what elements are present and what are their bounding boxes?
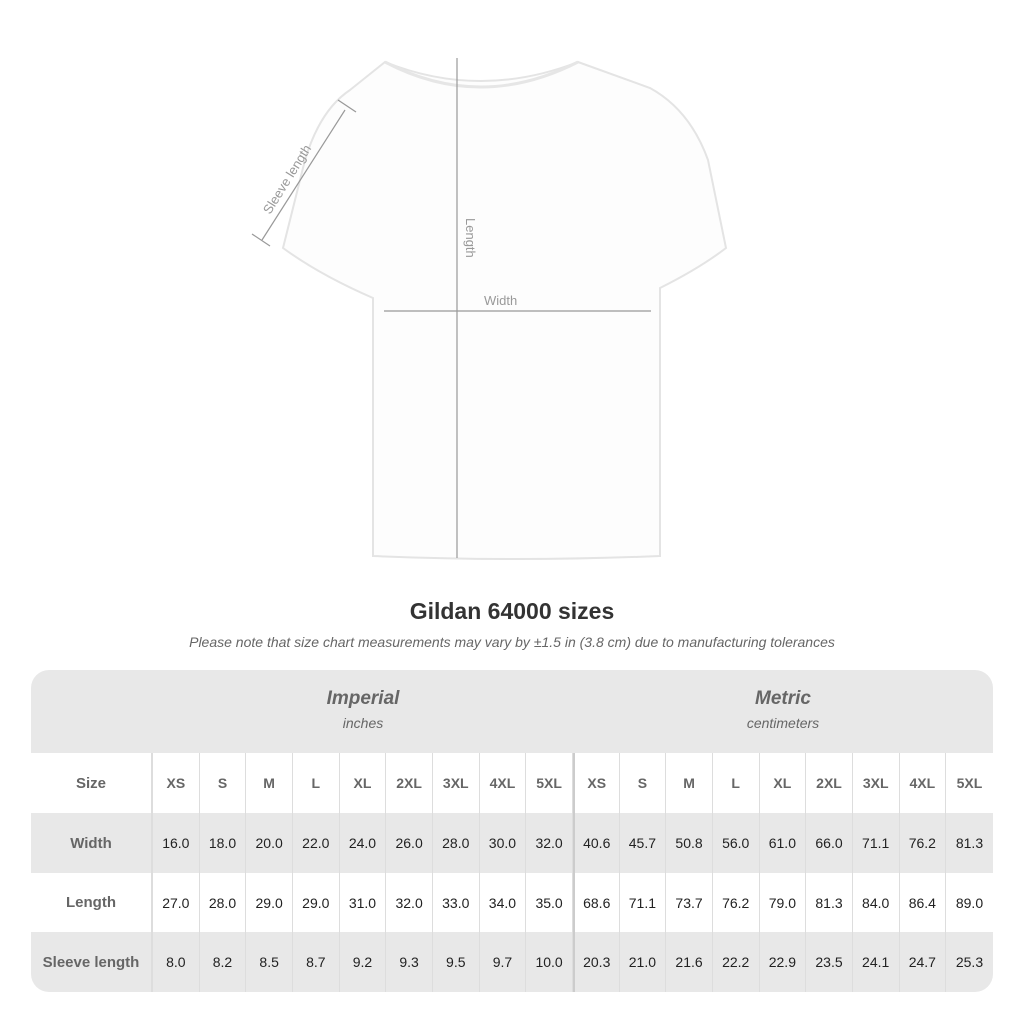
size-header-cell: XL xyxy=(760,753,807,813)
size-header-cell: 2XL xyxy=(386,753,433,813)
value-cell: 10.0 xyxy=(526,932,573,992)
size-header-cell: 2XL xyxy=(806,753,853,813)
value-cell: 25.3 xyxy=(955,954,984,970)
value-cell: 79.0 xyxy=(760,873,807,932)
value-cell: 28.0 xyxy=(433,813,480,873)
table-row: Width 16.0 18.0 20.0 22.0 24.0 26.0 28.0 30.0 32.… xyxy=(31,813,993,873)
size-header-cell: M xyxy=(666,753,713,813)
size-header-cell: XS xyxy=(153,753,200,813)
value-cell: 8.0 xyxy=(153,932,200,992)
value-cell: 66.0 xyxy=(806,813,853,873)
value-cell: 16.0 xyxy=(153,813,200,873)
value-cell: 40.6 xyxy=(572,813,620,873)
value-cell: 84.0 xyxy=(853,873,900,932)
size-header-cell: XS xyxy=(572,753,620,813)
value-cell: 20.3 xyxy=(572,932,620,992)
value-cell: 81.3 xyxy=(806,873,853,932)
size-header-cell: 5XL xyxy=(956,775,983,791)
value-cell: 61.0 xyxy=(760,813,807,873)
value-cell: 89.0 xyxy=(955,894,984,911)
value-cell: 24.0 xyxy=(340,813,387,873)
value-cell: 29.0 xyxy=(246,873,293,932)
value-cell: 73.7 xyxy=(666,873,713,932)
tshirt-diagram: Sleeve length Length Width xyxy=(251,58,728,560)
size-header-cell: 4XL xyxy=(480,753,527,813)
value-cell: 45.7 xyxy=(620,813,667,873)
value-cell: 30.0 xyxy=(480,813,527,873)
value-cell: 34.0 xyxy=(480,873,527,932)
value-cell: 21.6 xyxy=(666,932,713,992)
value-cell: 9.5 xyxy=(433,932,480,992)
value-cell: 8.2 xyxy=(200,932,247,992)
value-cell: 20.0 xyxy=(246,813,293,873)
size-header-cell: S xyxy=(620,753,667,813)
sleeve-line xyxy=(261,109,346,241)
value-cell: 24.1 xyxy=(853,932,900,992)
value-cell: 68.6 xyxy=(572,873,620,932)
value-cell: 22.0 xyxy=(293,813,340,873)
value-cell: 56.0 xyxy=(713,813,760,873)
value-cell: 32.0 xyxy=(526,813,573,873)
value-cell: 71.1 xyxy=(620,873,667,932)
value-cell: 35.0 xyxy=(526,873,573,932)
table-row: Sleeve length 8.0 8.2 8.5 8.7 9.2 9.3 9.5 9.7 10.… xyxy=(31,932,993,992)
value-cell: 27.0 xyxy=(153,873,200,932)
value-cell: 26.0 xyxy=(386,813,433,873)
page-title: Gildan 64000 sizes xyxy=(409,598,615,624)
tolerance-note: Please note that size chart measurements… xyxy=(189,634,835,650)
value-cell: 9.3 xyxy=(386,932,433,992)
size-header-row: Size XS S M L XL 2XL 3XL 4XL 5XL XS S M L XL 2XL 3XL 4XL 5… xyxy=(31,753,993,813)
size-header-cell: XL xyxy=(340,753,387,813)
size-header-cell: S xyxy=(200,753,247,813)
row-label: Size xyxy=(31,753,153,813)
size-table: Imperial inches Metric centimeters Size X… xyxy=(31,670,993,992)
table-row: Length 27.0 28.0 29.0 29.0 31.0 32.0 33.0 34.0 35… xyxy=(31,873,993,932)
size-header-cell: 4XL xyxy=(900,753,947,813)
value-cell: 86.4 xyxy=(900,873,947,932)
row-label: Length xyxy=(31,873,153,932)
value-cell: 71.1 xyxy=(853,813,900,873)
metric-header: Metric centimeters xyxy=(573,670,993,753)
value-cell: 28.0 xyxy=(200,873,247,932)
value-cell: 24.7 xyxy=(900,932,947,992)
size-header-cell: 3XL xyxy=(433,753,480,813)
row-label: Width xyxy=(31,813,153,873)
value-cell: 8.5 xyxy=(246,932,293,992)
imperial-header: Imperial inches xyxy=(153,670,573,753)
value-cell: 81.3 xyxy=(955,835,984,851)
value-cell: 8.7 xyxy=(293,932,340,992)
length-label: Length xyxy=(463,218,478,258)
value-cell: 9.2 xyxy=(340,932,387,992)
imperial-unit: inches xyxy=(342,715,384,731)
value-cell: 23.5 xyxy=(806,932,853,992)
value-cell: 33.0 xyxy=(433,873,480,932)
value-cell: 18.0 xyxy=(200,813,247,873)
value-cell: 22.2 xyxy=(713,932,760,992)
row-label: Sleeve length xyxy=(31,932,153,992)
size-header-cell: L xyxy=(293,753,340,813)
width-label: Width xyxy=(484,293,517,308)
value-cell: 9.7 xyxy=(480,932,527,992)
metric-title: Metric xyxy=(755,688,811,709)
size-header-cell: M xyxy=(246,753,293,813)
metric-unit: centimeters xyxy=(746,715,820,731)
value-cell: 50.8 xyxy=(666,813,713,873)
size-header-cell: 3XL xyxy=(853,753,900,813)
value-cell: 22.9 xyxy=(760,932,807,992)
size-header-cell: 5XL xyxy=(526,753,573,813)
value-cell: 29.0 xyxy=(293,873,340,932)
size-header-cell: L xyxy=(713,753,760,813)
value-cell: 76.2 xyxy=(900,813,947,873)
imperial-title: Imperial xyxy=(326,688,400,709)
value-cell: 76.2 xyxy=(713,873,760,932)
value-cell: 32.0 xyxy=(386,873,433,932)
value-cell: 31.0 xyxy=(340,873,387,932)
value-cell: 21.0 xyxy=(620,932,667,992)
collar xyxy=(384,60,579,89)
